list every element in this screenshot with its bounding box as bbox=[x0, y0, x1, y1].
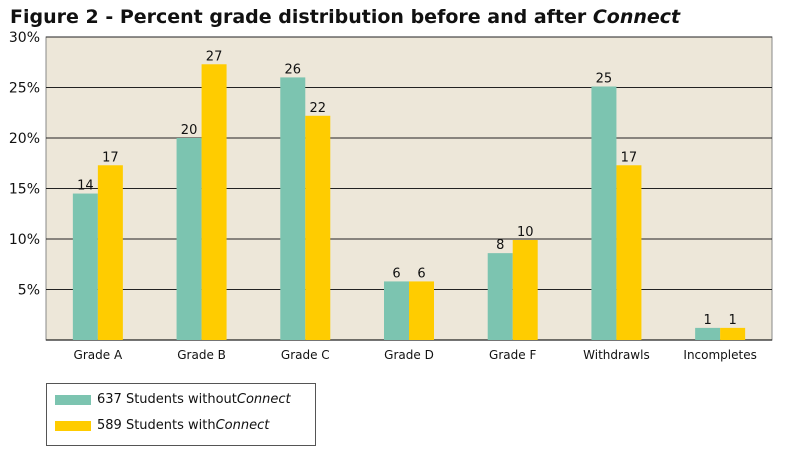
bar bbox=[280, 77, 306, 341]
bar bbox=[384, 281, 409, 340]
data-label: 17 bbox=[102, 150, 119, 165]
chart-title-emphasis: Connect bbox=[592, 6, 681, 28]
bar bbox=[695, 327, 721, 340]
bar bbox=[97, 165, 123, 340]
bar bbox=[512, 240, 538, 340]
data-label: 1 bbox=[729, 313, 737, 328]
bar bbox=[72, 193, 98, 340]
y-tick-label: 15% bbox=[9, 182, 40, 198]
data-label: 26 bbox=[285, 62, 302, 77]
x-tick-label: Grade D bbox=[384, 348, 434, 362]
legend-item-with-connect: 589 Students with Connect bbox=[55, 418, 269, 433]
data-label: 10 bbox=[517, 225, 534, 240]
bar bbox=[201, 64, 227, 341]
bar bbox=[487, 253, 513, 340]
y-tick-label: 25% bbox=[9, 81, 40, 97]
x-tick-label: Grade A bbox=[74, 348, 123, 362]
chart-title: Figure 2 - Percent grade distribution be… bbox=[10, 6, 680, 28]
x-tick-label: Withdrawls bbox=[583, 348, 650, 362]
y-tick-label: 10% bbox=[9, 232, 40, 248]
chart-legend: 637 Students without Connect 589 Student… bbox=[46, 383, 316, 446]
legend-label-emphasis: Connect bbox=[236, 392, 291, 407]
bar bbox=[720, 327, 746, 340]
data-label: 22 bbox=[310, 101, 327, 116]
data-label: 27 bbox=[206, 49, 223, 64]
bar bbox=[409, 281, 434, 340]
legend-item-without-connect: 637 Students without Connect bbox=[55, 392, 291, 407]
y-tick-label: 20% bbox=[9, 131, 40, 147]
x-tick-label: Grade C bbox=[281, 348, 330, 362]
bar bbox=[616, 165, 642, 340]
x-tick-label: Grade B bbox=[177, 348, 226, 362]
legend-label-with-connect: 589 Students with bbox=[97, 418, 216, 433]
data-label: 6 bbox=[417, 266, 425, 281]
legend-swatch-with-connect bbox=[55, 420, 91, 431]
bar-chart: 5% 10% 15% 20% 25% 30% 14 17 Grade A 20 27 Grade B 2… bbox=[9, 30, 773, 362]
bar bbox=[591, 86, 617, 341]
data-label: 20 bbox=[181, 123, 198, 138]
data-label: 1 bbox=[704, 313, 712, 328]
chart-title-text: Figure 2 - Percent grade distribution be… bbox=[10, 6, 593, 28]
x-tick-label: Incompletes bbox=[683, 348, 756, 362]
legend-label-emphasis: Connect bbox=[215, 418, 270, 433]
legend-label-without-connect: 637 Students without bbox=[97, 392, 237, 407]
legend-swatch-without-connect bbox=[55, 394, 91, 405]
y-tick-label: 5% bbox=[18, 283, 40, 299]
data-label: 6 bbox=[392, 266, 400, 281]
data-label: 25 bbox=[596, 71, 613, 86]
x-tick-label: Grade F bbox=[489, 348, 536, 362]
data-label: 17 bbox=[621, 150, 638, 165]
data-label: 14 bbox=[77, 179, 94, 194]
y-tick-label: 30% bbox=[9, 30, 40, 46]
bar bbox=[176, 138, 202, 340]
data-label: 8 bbox=[496, 238, 504, 253]
bar bbox=[305, 115, 331, 340]
